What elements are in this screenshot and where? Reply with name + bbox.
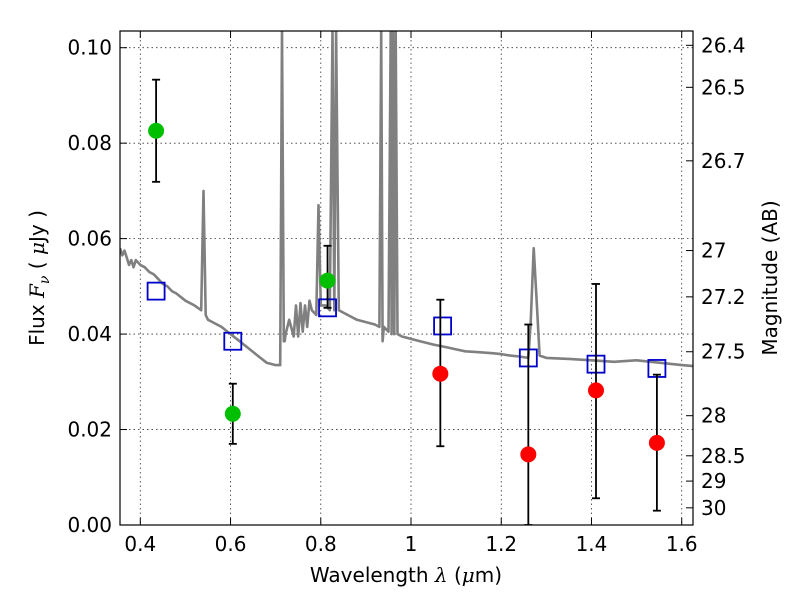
plot-frame xyxy=(119,30,694,526)
x-tick-label-3: 1 xyxy=(405,532,418,556)
data-point-3-3 xyxy=(648,434,665,451)
x-tick-label-1: 0.6 xyxy=(215,532,247,556)
x-tick-label-2: 0.8 xyxy=(305,532,337,556)
y-tick-label-4: 0.08 xyxy=(67,131,112,155)
y2-tick-label-3: 27 xyxy=(701,239,726,263)
x-tick-label-4: 1.2 xyxy=(485,532,517,556)
data-point-2-2 xyxy=(319,272,336,289)
data-point-2-1 xyxy=(224,405,241,422)
y2-tick-label-5: 27.5 xyxy=(701,340,746,364)
model-square-3 xyxy=(433,316,452,336)
y-tick-label-3: 0.06 xyxy=(67,227,112,251)
y2-tick-label-9: 30 xyxy=(701,496,726,520)
y2-tick-label-0: 26.4 xyxy=(701,33,746,57)
y2-tick-label-6: 28 xyxy=(701,404,726,428)
data-point-2-0 xyxy=(148,122,165,139)
y2-tick-label-1: 26.5 xyxy=(701,75,746,99)
model-square-0 xyxy=(146,281,166,301)
grid-lines xyxy=(120,31,693,526)
data-point-3-1 xyxy=(520,446,537,463)
template-spectrum-line xyxy=(120,31,693,368)
y2-tick-label-7: 28.5 xyxy=(701,444,746,468)
y-axis: 0.00 0.02 0.04 0.06 0.08 0.10 xyxy=(67,36,127,537)
x-tick-label-5: 1.4 xyxy=(576,532,608,556)
model-square-1 xyxy=(223,331,243,351)
data-point-3-0 xyxy=(432,365,449,382)
x-axis-label: Wavelength λ (μm) xyxy=(310,563,502,587)
secondary-y-axis: 26.4 26.5 26.7 27 27.2 27.5 28 28.529 30 xyxy=(686,33,746,520)
y2-tick-label-4: 27.2 xyxy=(701,285,746,309)
y-tick-label-0: 0.00 xyxy=(67,513,112,537)
plot-area xyxy=(120,31,693,525)
y-tick-label-2: 0.04 xyxy=(67,322,112,346)
x-tick-label-6: 1.6 xyxy=(666,532,698,556)
y2-tick-label-2: 26.7 xyxy=(701,149,746,173)
y-tick-label-1: 0.02 xyxy=(67,418,112,442)
y2-tick-label-8: 29 xyxy=(701,469,726,493)
y2-axis-label: Magnitude (AB) xyxy=(758,200,782,355)
y-tick-label-5: 0.10 xyxy=(67,36,112,60)
y-axis-label: Flux Fν ( μJy ) xyxy=(25,210,53,346)
x-axis: 0.4 0.6 0.8 1 1.2 1.4 1.6 xyxy=(124,31,698,556)
data-point-3-2 xyxy=(587,382,604,399)
x-tick-label-0: 0.4 xyxy=(124,532,156,556)
